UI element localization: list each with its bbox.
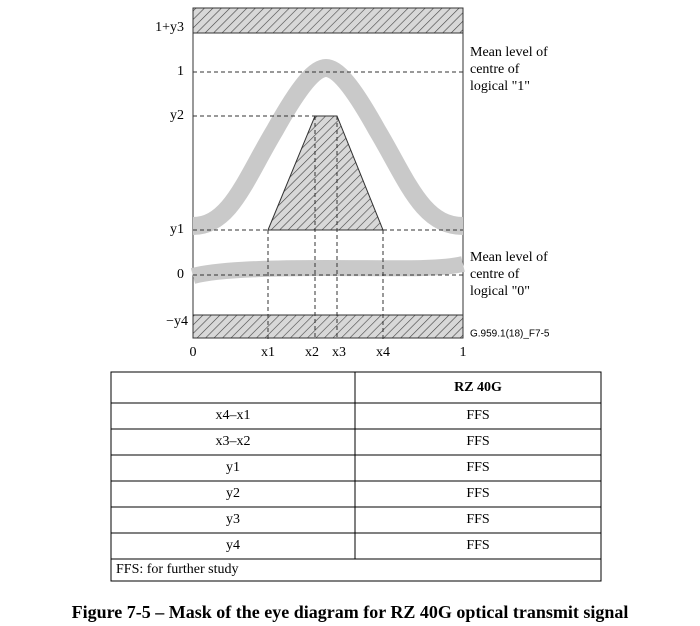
cell-value: FFS: [466, 434, 489, 449]
row-label: x4–x1: [216, 408, 251, 423]
annotation-line: centre of: [470, 62, 520, 77]
row-label: y1: [226, 460, 240, 475]
eye-diagram: 1+y3 1 y2 y1 0 −y4 0 x1 x2 x3 x4 1 Mean …: [155, 7, 550, 360]
annotation-line: Mean level of: [470, 250, 548, 265]
cell-value: FFS: [466, 486, 489, 501]
table: RZ 40G FFS: for further study x4–x1 FFS x3…: [110, 371, 602, 582]
y-label: y2: [170, 108, 184, 123]
table-border: [110, 371, 602, 582]
eye-lower-band: [190, 256, 465, 284]
cell-value: FFS: [466, 460, 489, 475]
y-label: y1: [170, 222, 184, 237]
annotation: Mean level of centre of logical "1": [470, 45, 548, 94]
table-header: RZ 40G: [454, 380, 502, 395]
x-label: 1: [460, 345, 467, 360]
row-label: y2: [226, 486, 240, 501]
y-label: −y4: [166, 314, 188, 329]
annotation-line: logical "0": [470, 284, 530, 299]
x-label: x2: [305, 345, 319, 360]
cell-value: FFS: [466, 512, 489, 527]
y-label: 1: [177, 64, 184, 79]
x-label: x1: [261, 345, 275, 360]
caption: Figure 7-5 – Mask of the eye diagram for…: [72, 602, 629, 622]
lower-mask: [192, 314, 464, 339]
row-label: x3–x2: [216, 434, 251, 449]
y-label: 0: [177, 267, 184, 282]
cell-value: FFS: [466, 408, 489, 423]
annotation-line: centre of: [470, 267, 520, 282]
row-label: y4: [226, 538, 240, 553]
table-footnote: FFS: for further study: [116, 562, 239, 577]
annotation-line: logical "1": [470, 79, 530, 94]
annotation: Mean level of centre of logical "0": [470, 250, 548, 299]
annotation-line: Mean level of: [470, 45, 548, 60]
x-label: x3: [332, 345, 346, 360]
figure-id: G.959.1(18)_F7-5: [470, 329, 550, 340]
x-label: x4: [376, 345, 390, 360]
y-label: 1+y3: [155, 20, 184, 35]
row-label: y3: [226, 512, 240, 527]
cell-value: FFS: [466, 538, 489, 553]
upper-mask: [192, 7, 464, 34]
eye-upper-band: [192, 58, 464, 235]
x-label: 0: [190, 345, 197, 360]
